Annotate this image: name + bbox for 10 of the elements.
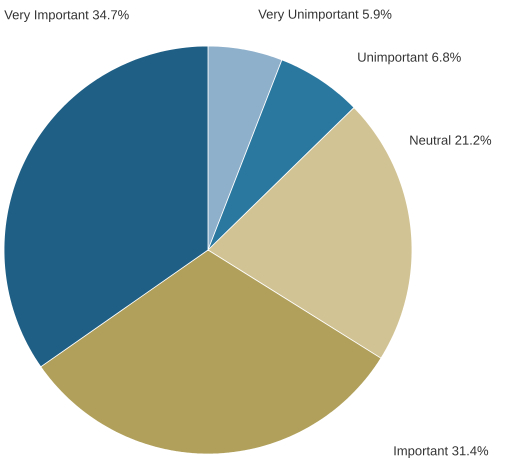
slice-label: Important: [394, 446, 448, 458]
data-label: 34.7%: [92, 10, 129, 20]
data-label: 5.9%: [362, 10, 392, 19]
data-label: 21.2%: [455, 136, 492, 145]
slice-label: Unimportant: [358, 52, 428, 64]
data-label: 31.4%: [452, 446, 488, 456]
slice-label: Very Important: [4, 10, 89, 22]
slice-label: Neutral: [410, 135, 450, 145]
data-label: 6.8%: [432, 52, 461, 62]
slice-label: Very Unimportant: [258, 9, 359, 22]
